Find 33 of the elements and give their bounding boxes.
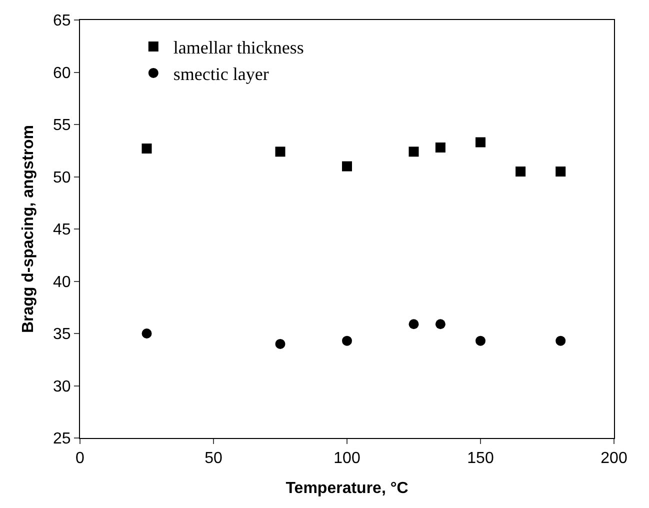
point — [408, 319, 419, 330]
y-tick-label: 55 — [53, 117, 71, 134]
point — [556, 166, 566, 177]
point — [275, 146, 286, 157]
point — [435, 319, 446, 330]
y-tick-label: 65 — [53, 12, 71, 30]
point — [408, 146, 419, 157]
point — [516, 166, 526, 177]
legend-label: lamellar thickness — [173, 38, 304, 58]
y-tick-label: 30 — [53, 378, 71, 396]
legend-label: smectic layer — [173, 64, 269, 84]
y-tick-label: 35 — [53, 326, 71, 344]
y-tick-label: 40 — [53, 274, 71, 291]
point — [342, 161, 352, 172]
point — [142, 328, 152, 338]
y-axis-title: Bragg d-spacing, angstrom — [20, 124, 37, 334]
point — [342, 336, 352, 346]
x-axis-title: Temperature, °C — [286, 480, 409, 497]
x-tick-label: 50 — [204, 450, 222, 468]
point — [435, 142, 446, 152]
point — [275, 338, 286, 349]
y-tick-label: 60 — [53, 64, 71, 82]
point — [476, 336, 486, 346]
x-tick-label: 150 — [467, 450, 494, 468]
y-tick-label: 25 — [53, 430, 71, 448]
point — [556, 336, 566, 346]
x-tick-label: 0 — [76, 450, 85, 468]
y-tick-label: 45 — [53, 222, 71, 239]
x-tick-label: 200 — [600, 450, 628, 468]
point — [476, 137, 486, 148]
y-tick-label: 50 — [53, 169, 71, 186]
x-tick-label: 100 — [334, 450, 360, 468]
point — [142, 144, 152, 154]
